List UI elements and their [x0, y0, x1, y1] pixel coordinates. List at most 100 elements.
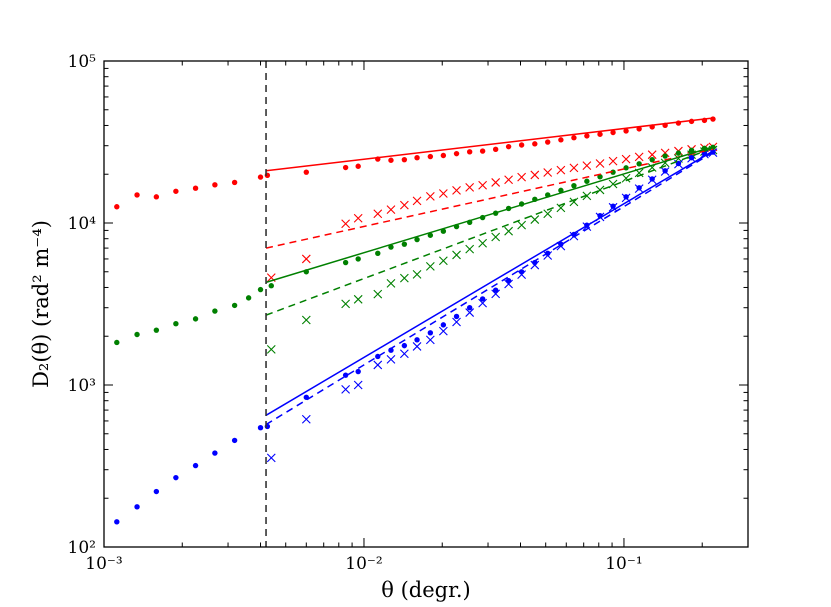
fit-line-2: [265, 146, 714, 284]
data-point: [212, 182, 218, 188]
data-point: [466, 305, 473, 311]
data-point: [479, 296, 486, 302]
data-point-x: [517, 270, 527, 280]
data-point-x: [517, 172, 527, 182]
data-point: [492, 287, 499, 293]
data-point-x: [569, 197, 579, 207]
data-point: [545, 139, 551, 145]
data-point-x: [543, 251, 553, 260]
y-tick-label: 10³: [68, 376, 96, 396]
data-point: [571, 135, 577, 141]
data-point-x: [465, 244, 475, 254]
data-point-x: [438, 189, 448, 198]
data-point: [584, 133, 590, 139]
data-point-x: [438, 256, 448, 266]
data-point: [623, 128, 629, 134]
data-point-x: [465, 308, 475, 317]
y-tick-label: 10⁵: [68, 52, 97, 72]
data-point-x: [582, 161, 592, 171]
data-point: [192, 316, 199, 322]
data-point: [649, 156, 655, 163]
data-point: [440, 228, 447, 234]
data-point-x: [491, 289, 501, 299]
data-point-x: [708, 148, 718, 157]
data-point: [134, 331, 140, 338]
fit-layer: [265, 117, 714, 426]
data-point: [231, 437, 238, 444]
data-point: [440, 322, 447, 328]
data-point-x: [634, 152, 644, 162]
data-point: [212, 308, 218, 314]
data-point: [610, 169, 616, 175]
data-point-x: [647, 150, 657, 160]
data-point-x: [399, 200, 409, 210]
y-tick-label: 10²: [68, 538, 96, 558]
data-point: [427, 232, 434, 238]
data-point-x: [504, 175, 513, 185]
data-point: [479, 148, 486, 154]
data-point: [414, 236, 420, 243]
data-point-x: [543, 168, 553, 177]
fit-line-4: [265, 150, 714, 416]
data-point: [388, 157, 394, 163]
data-point: [388, 244, 394, 250]
data-point-x: [266, 344, 276, 354]
data-point: [414, 337, 420, 343]
data-point: [257, 425, 264, 431]
data-point: [401, 342, 408, 349]
y-tick-label: 10⁴: [68, 214, 97, 234]
data-point: [268, 283, 274, 289]
data-point-x: [301, 414, 311, 424]
data-point-x: [608, 179, 618, 189]
data-point-x: [478, 238, 488, 248]
data-point: [597, 131, 603, 137]
data-point: [257, 286, 264, 293]
data-point-x: [634, 184, 644, 194]
data-point-x: [301, 315, 311, 325]
data-point-x: [425, 335, 435, 345]
data-point: [231, 302, 238, 309]
data-point: [231, 179, 238, 186]
data-point-x: [478, 298, 488, 308]
data-point: [532, 141, 538, 147]
data-point-x: [301, 254, 311, 264]
data-point-x: [412, 342, 422, 351]
data-point-x: [491, 178, 501, 187]
data-point-x: [373, 360, 383, 370]
x-tick-label: 10⁻²: [345, 554, 382, 574]
data-point: [257, 174, 264, 180]
data-point: [623, 194, 629, 200]
data-point: [173, 188, 179, 194]
data-point: [173, 320, 179, 327]
data-point: [355, 163, 361, 169]
data-point: [134, 192, 140, 198]
data-point-x: [353, 380, 363, 390]
data-point-x: [530, 260, 540, 270]
data-point: [114, 519, 120, 525]
data-point: [492, 146, 499, 153]
data-point-x: [478, 180, 488, 190]
data-point-x: [569, 163, 579, 173]
data-point-x: [425, 261, 435, 271]
data-point: [610, 129, 616, 136]
data-point-x: [386, 205, 396, 214]
data-point-x: [465, 182, 475, 192]
data-point: [375, 250, 381, 257]
data-point: [558, 137, 564, 143]
data-point-x: [452, 250, 461, 260]
data-point: [153, 194, 160, 200]
data-point-x: [595, 185, 605, 195]
series-2: [114, 144, 716, 346]
data-point: [173, 474, 179, 481]
data-point: [355, 368, 361, 375]
data-point: [427, 153, 434, 160]
data-point-x: [399, 273, 409, 283]
data-point: [688, 147, 695, 154]
fit-line-3: [265, 147, 714, 316]
data-point: [134, 504, 140, 510]
fit-line-1: [265, 148, 714, 249]
data-point: [342, 164, 349, 171]
x-axis-label: θ (degr.): [381, 578, 470, 602]
